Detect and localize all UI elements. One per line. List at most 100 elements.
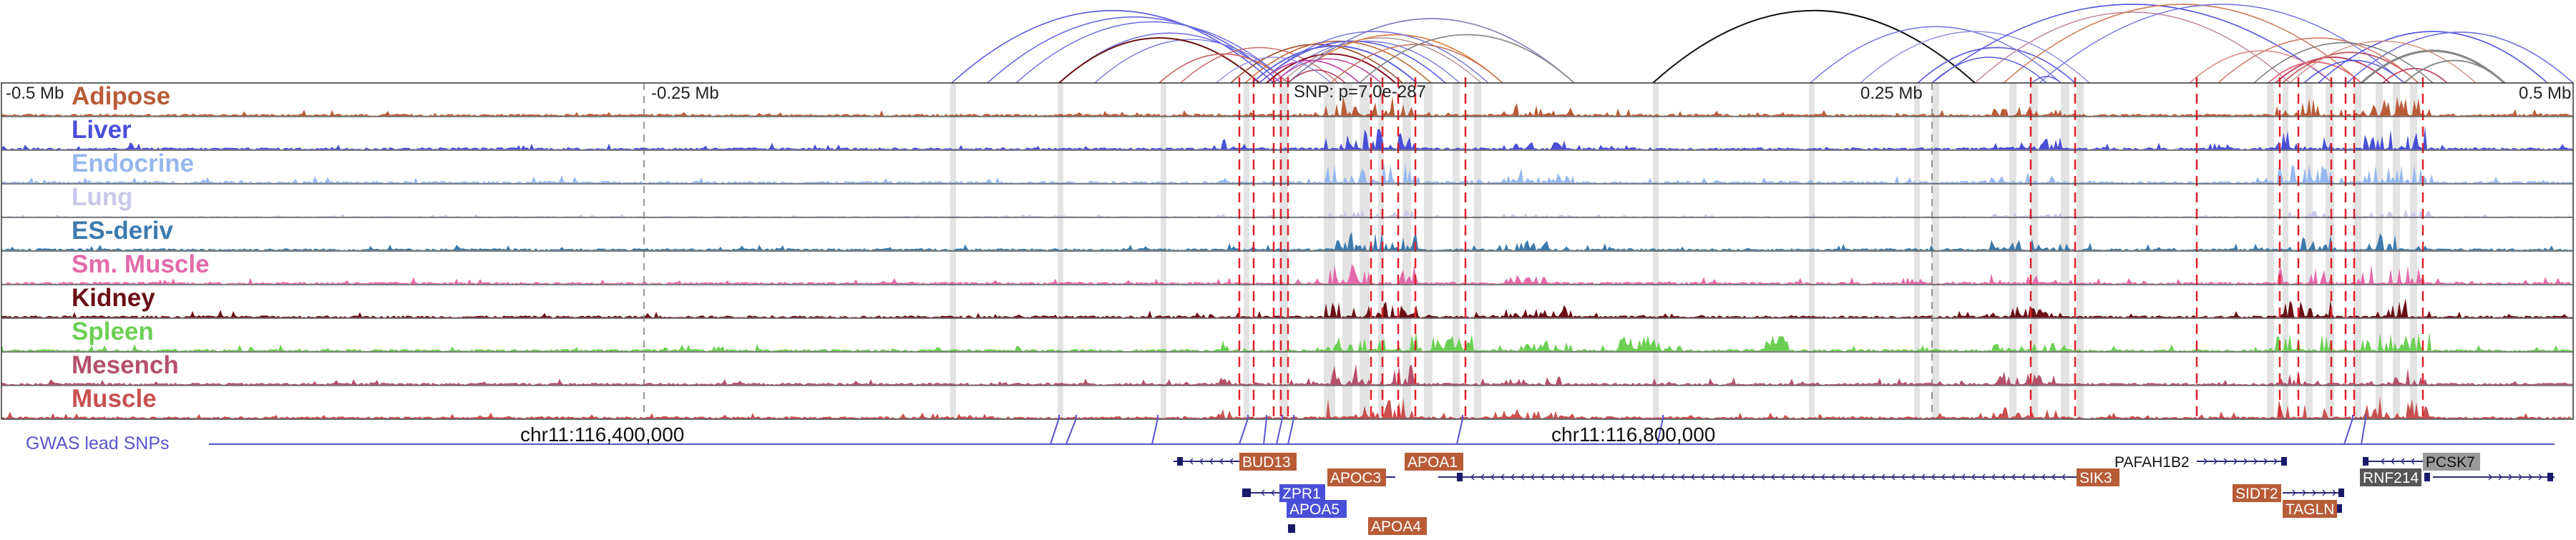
strand-arrow (2498, 473, 2502, 481)
strand-arrow (1771, 473, 1775, 481)
strand-arrow (2381, 458, 2385, 465)
strand-arrow (1721, 473, 1725, 481)
strand-arrow (1991, 473, 1996, 481)
interaction-arc (2275, 57, 2391, 84)
gene-label-apoa4: APOA4 (1371, 519, 1421, 535)
strand-arrow (2538, 473, 2542, 481)
strand-arrow (1229, 458, 1234, 465)
gene-label-sidt2: SIDT2 (2235, 486, 2278, 502)
strand-direction-arrows (1189, 458, 2542, 496)
strand-arrow (1881, 473, 1885, 481)
interaction-arc (1287, 18, 1575, 84)
snp-position-markers (1238, 77, 2424, 419)
interaction-arc (1244, 40, 1432, 84)
gene-box-sik3 (2077, 468, 2119, 486)
strand-arrow (2322, 489, 2326, 496)
strand-arrow (1901, 473, 1906, 481)
interaction-arc (1058, 37, 1260, 84)
gwas-snp-marker (1050, 418, 1060, 445)
gene-box-bud13 (1239, 453, 1297, 471)
signal-area (1, 162, 2573, 183)
strand-arrow (1891, 473, 1896, 481)
interaction-arc (1158, 53, 1289, 84)
signal-area (1, 363, 2573, 385)
exon (2424, 473, 2430, 481)
exon (2547, 473, 2553, 481)
strand-arrow (1651, 473, 1655, 481)
track-label-kidney: Kidney (72, 284, 155, 312)
gwas-snp-marker (1239, 418, 1249, 445)
gene-label-tagln: TAGLN (2285, 501, 2334, 518)
strand-arrow (1581, 473, 1585, 481)
track-labels: Adipose Liver Endocrine Lung ES-deriv Sm… (72, 82, 210, 413)
interaction-arc (2253, 42, 2434, 84)
gwas-snp-marker (1151, 418, 1158, 445)
interaction-arc (2346, 31, 2574, 84)
strand-arrow (2203, 458, 2207, 465)
gene-box-pcsk7 (2423, 453, 2480, 471)
strand-arrow (1851, 473, 1855, 481)
axis-tick-label: 0.25 Mb (1860, 84, 1923, 103)
interaction-arc (1330, 44, 1503, 84)
strand-arrow (1861, 473, 1865, 481)
strand-arrow (1911, 473, 1916, 481)
interaction-arc (2303, 59, 2405, 84)
axis-tick-label: -0.25 Mb (651, 84, 719, 103)
track-label-sm-muscle: Sm. Muscle (72, 250, 210, 278)
strand-arrow (2488, 473, 2492, 481)
strand-arrow (1551, 473, 1555, 481)
gene-label-pcsk7: PCSK7 (2426, 454, 2475, 471)
strand-arrow (1621, 473, 1625, 481)
strand-arrow (1801, 473, 1805, 481)
exon (1288, 524, 1295, 533)
interaction-arc (1094, 39, 1289, 84)
strand-arrow (1781, 473, 1785, 481)
gwas-snp-markers (1050, 415, 2366, 445)
interaction-arc (1359, 34, 1575, 84)
interaction-arc (1259, 59, 1360, 84)
signal-track-lung (1, 209, 2573, 217)
strand-arrow (2011, 473, 2016, 481)
strand-arrow (1831, 473, 1835, 481)
gwas-track: GWAS lead SNPs chr11:116,400,000 chr11:1… (26, 415, 2555, 453)
genomic-coordinate-label: chr11:116,400,000 (520, 423, 684, 446)
gene-label-sik3: SIK3 (2079, 470, 2112, 486)
signal-area (1, 96, 2573, 116)
track-label-endocrine: Endocrine (72, 149, 194, 177)
gene-label-zpr1: ZPR1 (1282, 486, 1321, 502)
interaction-arc (2189, 50, 2333, 84)
exon (2281, 457, 2287, 466)
strand-arrow (2041, 473, 2046, 481)
gwas-snp-marker (1065, 418, 1077, 445)
signal-track-sm-muscle (1, 264, 2573, 284)
interaction-arc (2031, 76, 2062, 84)
gene-box-tagln (2283, 500, 2337, 518)
track-label-es-deriv: ES-deriv (72, 217, 174, 245)
strand-arrow (1941, 473, 1946, 481)
strand-arrow (1951, 473, 1956, 481)
gwas-track-label: GWAS lead SNPs (26, 433, 170, 453)
signal-track-adipose (1, 96, 2573, 116)
gwas-snp-marker (1287, 418, 1294, 445)
gwas-snp-marker (2361, 418, 2366, 445)
track-label-mesench: Mesench (72, 351, 179, 379)
strand-arrow (1501, 473, 1505, 481)
track-frame (1, 82, 2574, 420)
strand-arrow (2233, 458, 2238, 465)
strand-arrow (1671, 473, 1675, 481)
interaction-arc (2003, 4, 2362, 84)
strand-arrow (1271, 489, 1275, 496)
strand-arrow (1981, 473, 1986, 481)
track-label-liver: Liver (72, 116, 132, 144)
strand-arrow (1219, 458, 1224, 465)
axis-tick-label: -0.5 Mb (6, 84, 64, 103)
interaction-arc (2360, 49, 2506, 84)
strand-arrow (1701, 473, 1705, 481)
gwas-snp-marker (2343, 418, 2353, 445)
interaction-arc (2289, 40, 2477, 84)
strand-arrow (1591, 473, 1595, 481)
gene-label-bud13: BUD13 (1242, 454, 1291, 471)
interaction-arc (1917, 46, 2076, 84)
